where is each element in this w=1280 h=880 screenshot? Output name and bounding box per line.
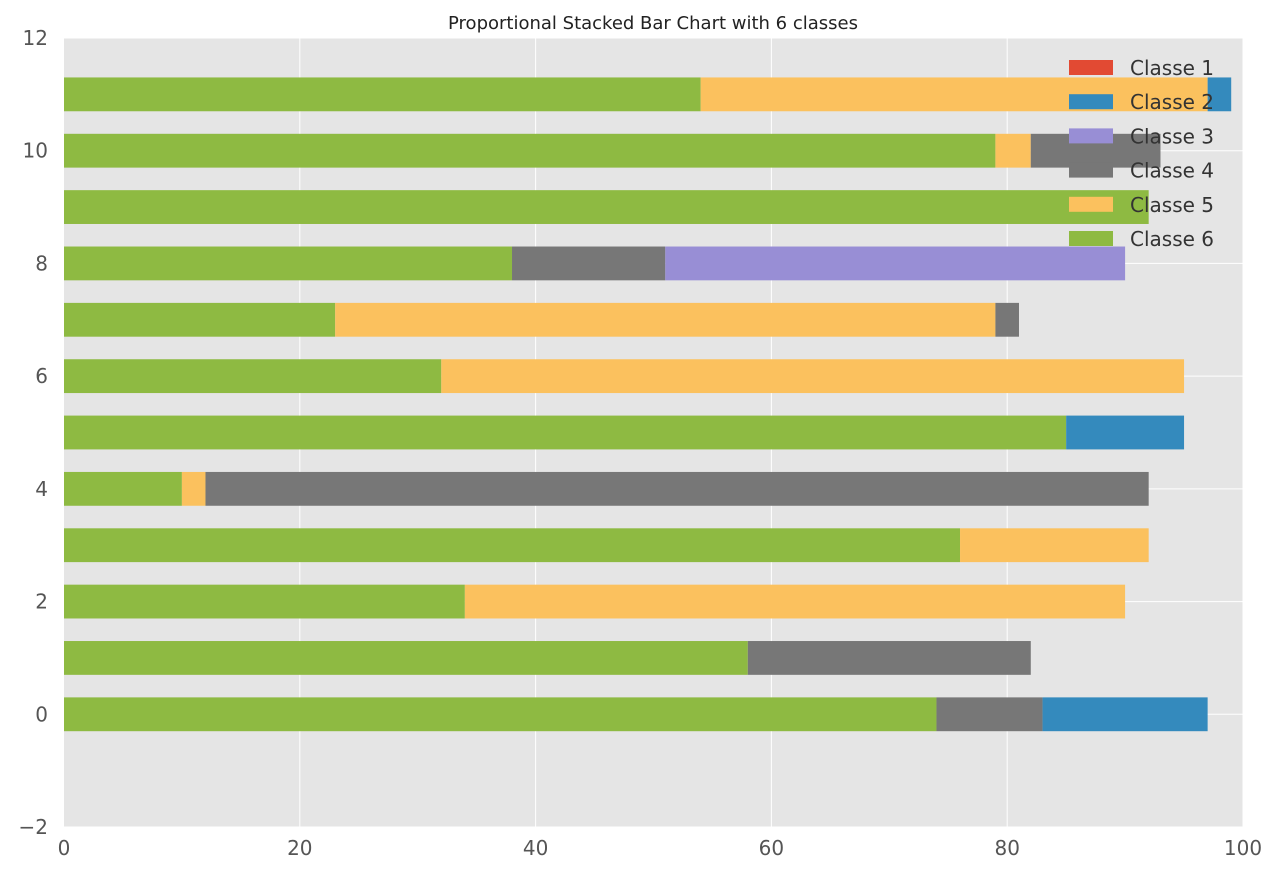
bar-segment-classe-6 [64, 584, 465, 619]
bar-segment-classe-6 [64, 359, 442, 394]
bar-segment-classe-5 [181, 471, 206, 506]
legend-label-classe-4: Classe 4 [1130, 159, 1214, 183]
y-axis-ticks: −2 0 2 4 6 8 10 12 [19, 26, 48, 839]
bar-segment-classe-2 [1042, 697, 1208, 732]
legend-swatch-classe-6 [1069, 231, 1113, 246]
x-tick-label: 100 [1224, 836, 1262, 860]
bar-segment-classe-5 [464, 584, 1126, 619]
bar-segment-classe-6 [64, 415, 1067, 450]
bar-segment-classe-6 [64, 133, 996, 168]
legend-swatch-classe-5 [1069, 196, 1113, 212]
legend-swatch-classe-4 [1069, 162, 1113, 178]
bar-segment-classe-4 [205, 471, 1149, 506]
bar-segment-classe-6 [64, 641, 748, 675]
y-tick-label: 4 [35, 477, 48, 501]
bar-segment-classe-5 [960, 528, 1149, 563]
bar-segment-classe-6 [64, 246, 513, 281]
legend-label-classe-6: Classe 6 [1130, 227, 1214, 251]
bar-segment-classe-3 [665, 246, 1126, 281]
legend-swatch-classe-3 [1069, 128, 1113, 144]
bar-segment-classe-5 [441, 359, 1185, 394]
legend-label-classe-5: Classe 5 [1130, 193, 1214, 217]
legend-swatch-classe-2 [1069, 94, 1113, 110]
chart-title: Proportional Stacked Bar Chart with 6 cl… [448, 13, 858, 34]
bar-segment-classe-6 [64, 471, 182, 506]
bar-segment-classe-2 [1066, 415, 1185, 450]
bar-segment-classe-6 [64, 302, 336, 337]
bar-segment-classe-5 [995, 133, 1031, 168]
y-tick-label: 2 [35, 590, 48, 614]
bar-segment-classe-4 [936, 697, 1043, 732]
legend: Classe 1 Classe 2 Classe 3 Classe 4 Classe 5… [1069, 56, 1214, 251]
bars [64, 77, 1232, 732]
bar-segment-classe-5 [335, 302, 996, 337]
y-tick-label: 12 [23, 26, 48, 50]
x-tick-label: 40 [523, 836, 548, 860]
x-tick-label: 20 [287, 836, 312, 860]
x-tick-label: 0 [58, 836, 71, 860]
bar-segment-classe-4 [512, 246, 666, 281]
x-axis-ticks: 0 20 40 60 80 100 [58, 836, 1262, 860]
bar-segment-classe-6 [64, 528, 961, 563]
bar-segment-classe-5 [700, 77, 1208, 112]
legend-label-classe-2: Classe 2 [1130, 90, 1214, 114]
bar-segment-classe-2 [1207, 77, 1232, 112]
bar-segment-classe-6 [64, 77, 701, 112]
bar-segment-classe-4 [747, 641, 1031, 675]
bar-segment-classe-6 [64, 190, 1149, 224]
bar-segment-classe-4 [995, 302, 1019, 337]
y-tick-label: −2 [19, 815, 48, 839]
legend-swatch-classe-1 [1069, 60, 1113, 75]
bar-segment-classe-6 [64, 697, 937, 732]
x-tick-label: 80 [994, 836, 1019, 860]
y-tick-label: 0 [35, 702, 48, 726]
legend-label-classe-3: Classe 3 [1130, 124, 1214, 148]
y-tick-label: 6 [35, 364, 48, 388]
y-tick-label: 8 [35, 251, 48, 275]
legend-label-classe-1: Classe 1 [1130, 56, 1214, 80]
y-tick-label: 10 [23, 139, 48, 163]
x-tick-label: 60 [759, 836, 784, 860]
